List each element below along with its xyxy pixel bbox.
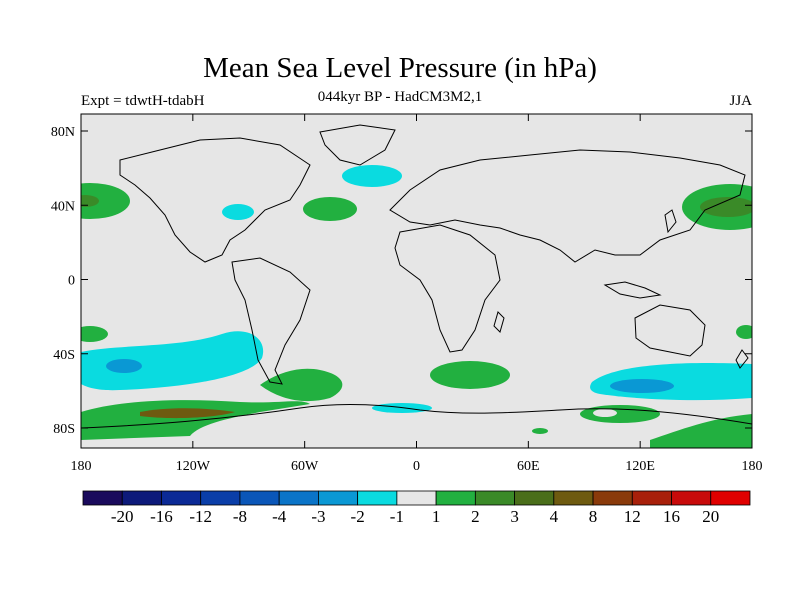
colorbar-swatch: [671, 490, 712, 506]
anomaly-region: [736, 325, 752, 339]
colorbar-swatch: [514, 490, 555, 506]
y-tick-label: 40S: [53, 348, 75, 363]
colorbar-label: 20: [702, 507, 719, 526]
colorbar-swatch: [435, 490, 476, 506]
colorbar: -20 -16 -12 -8 -4 -3 -2 -1 1 2 3 4 8 12 16 20: [82, 490, 751, 526]
colorbar-swatch: [121, 490, 162, 506]
anomaly-region: [700, 197, 752, 217]
y-tick-label: 40N: [51, 199, 75, 214]
colorbar-label: -2: [351, 507, 365, 526]
coastline-north-america: [119, 137, 311, 263]
colorbar-label: -12: [189, 507, 212, 526]
anomaly-region: [342, 165, 402, 187]
anomaly-region: [650, 414, 752, 448]
colorbar-swatch: [553, 490, 594, 506]
x-tick-label: 180: [742, 459, 763, 474]
coastline-madagascar: [493, 311, 505, 333]
period-label: 044kyr BP - HadCM3M2,1: [317, 89, 483, 105]
colorbar-swatch: [200, 490, 241, 506]
coastline-eurasia: [389, 149, 746, 263]
anomaly-region: [593, 409, 617, 417]
anomaly-region: [303, 197, 357, 221]
anomaly-region: [580, 405, 660, 423]
coastline-australia: [634, 304, 706, 357]
anomaly-region: [81, 195, 99, 207]
colorbar-swatch: [592, 490, 633, 506]
colorbar-label: -4: [272, 507, 287, 526]
colorbar-label: -1: [390, 507, 404, 526]
colorbar-swatch: [396, 490, 437, 506]
x-tick-label: 180: [71, 459, 92, 474]
colorbar-swatch: [357, 490, 398, 506]
experiment-label: Expt = tdwtH-tdabH: [81, 93, 205, 109]
coastline-indonesia: [603, 281, 662, 299]
colorbar-label: 16: [663, 507, 680, 526]
coastline-new-zealand: [735, 349, 749, 369]
colorbar-swatch: [161, 490, 202, 506]
colorbar-label: 3: [510, 507, 519, 526]
colorbar-swatch: [474, 490, 515, 506]
colorbar-label: 12: [624, 507, 641, 526]
x-tick-label: 120W: [176, 459, 211, 474]
colorbar-label: -3: [311, 507, 325, 526]
season-label: JJA: [729, 93, 752, 109]
colorbar-swatch: [318, 490, 359, 506]
anomaly-region: [81, 183, 130, 219]
anomaly-region: [532, 428, 548, 434]
coastlines: [81, 124, 752, 429]
colorbar-label: -8: [233, 507, 247, 526]
anomaly-region: [106, 359, 142, 373]
y-tick-label: 80N: [51, 125, 75, 140]
axis-ticks: 80N 40N 0 40S 80S 180 120W 60W 0 60E 120E 180: [51, 114, 763, 474]
coastline-south-america: [231, 257, 311, 385]
x-tick-label: 0: [413, 459, 420, 474]
anomaly-region: [140, 408, 235, 419]
colorbar-swatch: [278, 490, 319, 506]
anomaly-region: [260, 368, 343, 402]
coastline-africa: [394, 224, 501, 353]
colorbar-label: 1: [432, 507, 441, 526]
colorbar-swatch: [631, 490, 672, 506]
anomaly-region: [81, 326, 108, 342]
anomaly-region: [610, 379, 674, 393]
pressure-anomaly-fields: [81, 165, 752, 448]
colorbar-label: -16: [150, 507, 173, 526]
anomaly-region: [430, 361, 510, 389]
colorbar-label: -20: [111, 507, 134, 526]
coastline-japan: [664, 209, 677, 234]
colorbar-swatch: [82, 490, 123, 506]
colorbar-label: 2: [471, 507, 480, 526]
anomaly-region: [222, 204, 254, 220]
y-tick-label: 0: [68, 274, 75, 289]
colorbar-swatch: [710, 490, 751, 506]
map-title: Mean Sea Level Pressure (in hPa): [203, 52, 597, 84]
colorbar-label: 4: [550, 507, 559, 526]
colorbar-label: 8: [589, 507, 598, 526]
colorbar-swatch: [239, 490, 280, 506]
coastline-greenland: [319, 124, 396, 166]
x-tick-label: 120E: [625, 459, 655, 474]
x-tick-label: 60W: [291, 459, 319, 474]
y-tick-label: 80S: [53, 422, 75, 437]
x-tick-label: 60E: [517, 459, 540, 474]
coastline-antarctica: [81, 403, 752, 429]
anomaly-region: [81, 331, 264, 391]
